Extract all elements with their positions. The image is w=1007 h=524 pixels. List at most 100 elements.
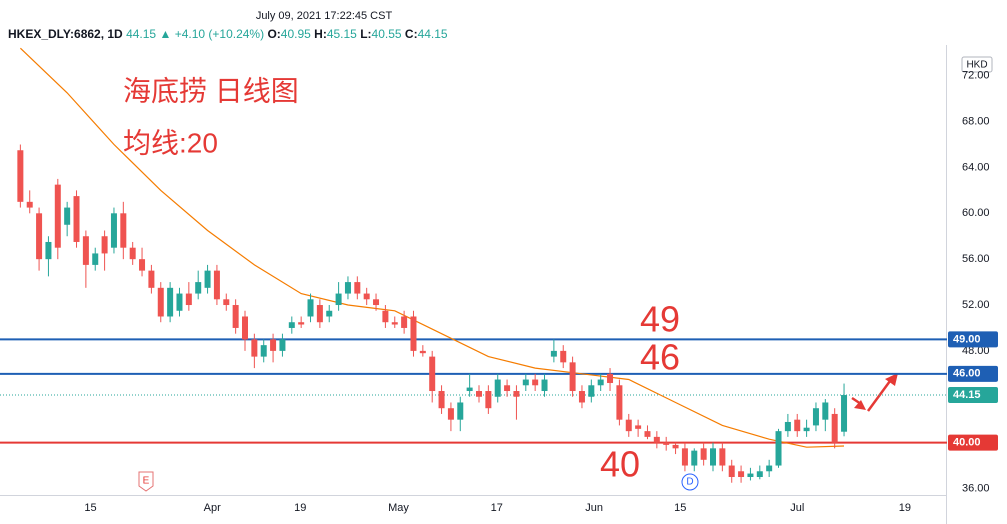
candle-body [578, 391, 585, 403]
candle-body [270, 339, 277, 351]
candle [522, 373, 529, 392]
candle-body [36, 213, 43, 260]
candle [101, 230, 108, 271]
timestamp: July 09, 2021 17:22:45 CST [256, 10, 393, 22]
candle-body [756, 471, 763, 477]
candle-body [700, 448, 707, 460]
candle-body [279, 339, 286, 351]
candle [569, 356, 576, 397]
candle [279, 333, 286, 357]
candle-body [663, 442, 670, 445]
ohlc-value: 40.55 [372, 27, 402, 41]
candle-body [560, 350, 567, 363]
candle [644, 425, 651, 440]
ohlc-value: 45.15 [327, 27, 357, 41]
candle [578, 385, 585, 409]
candle-body [26, 201, 33, 208]
candle-body [485, 391, 492, 409]
candle-body [129, 247, 136, 260]
candle-body [307, 299, 314, 317]
candle-body [822, 402, 829, 420]
candle [326, 305, 333, 323]
ohlc-key: L: [360, 27, 371, 41]
candle-body [457, 402, 464, 420]
candle-body [157, 287, 164, 317]
candle-body [607, 373, 614, 383]
candle [298, 316, 305, 328]
candle [541, 373, 548, 397]
candle-body [476, 391, 482, 397]
candle [316, 299, 323, 328]
candle-body [54, 184, 61, 248]
candle [457, 396, 464, 432]
candle-body [588, 385, 595, 397]
candle-body [429, 356, 436, 392]
candle-body [532, 379, 539, 386]
ohlc-value: 44.15 [418, 27, 448, 41]
x-tick-label: May [388, 502, 409, 514]
candle [429, 350, 436, 403]
arrow-head [854, 400, 866, 410]
ohlc-key: C: [405, 27, 418, 41]
annotation: 49 [640, 299, 680, 340]
candle-body [541, 379, 548, 392]
candle [822, 399, 829, 432]
marker-label: E [143, 476, 150, 487]
candle [36, 207, 43, 271]
candle-body [316, 305, 323, 323]
candle-body [410, 316, 417, 351]
candle [616, 379, 623, 426]
candle [728, 459, 735, 483]
candle [476, 385, 482, 403]
candle-body [625, 419, 632, 432]
candle-body [597, 379, 604, 386]
candle-body [82, 236, 89, 265]
ohlc-value: 40.95 [281, 27, 311, 41]
y-tick-label: 72.00 [962, 70, 990, 82]
candle-body [326, 310, 333, 317]
candle-body [101, 236, 108, 254]
candle [803, 419, 810, 437]
candle [373, 293, 380, 311]
candle [607, 368, 614, 392]
candle-body [298, 322, 305, 325]
legend-line: HKEX_DLY:6862, 1D 44.15 ▲ +4.10 (+10.24%… [8, 27, 448, 41]
candle [232, 299, 239, 334]
x-tick-label: 15 [84, 502, 96, 514]
candle [635, 419, 642, 437]
candle-body [288, 322, 295, 328]
candle-body [401, 316, 408, 328]
y-tick-label: 56.00 [962, 253, 990, 265]
candle-body [672, 444, 679, 449]
candle [550, 339, 557, 363]
candle [288, 316, 295, 334]
candle [176, 287, 183, 317]
y-tick-label: 52.00 [962, 299, 990, 311]
candle [504, 379, 511, 397]
candle [17, 144, 24, 208]
candle [588, 379, 595, 403]
candle [157, 282, 164, 323]
price-tag-label: 44.15 [953, 389, 981, 401]
price-tag-label: 40.00 [953, 437, 981, 449]
candle [653, 431, 660, 449]
arrow-head [885, 373, 898, 386]
candle-body [335, 293, 342, 306]
candle-body [794, 419, 801, 432]
price-tag [948, 434, 998, 451]
candle [213, 264, 220, 306]
candle-body [747, 473, 754, 477]
candle [92, 247, 99, 271]
candle-body [635, 425, 642, 429]
candle [466, 373, 473, 397]
price-tag [948, 387, 998, 404]
candle-body [653, 436, 660, 443]
candle-body [494, 379, 501, 397]
price-tag-label: 46.00 [953, 368, 981, 380]
candle [494, 373, 501, 403]
candle [204, 264, 211, 294]
candle-body [382, 310, 389, 323]
candle [344, 276, 351, 300]
candle [120, 201, 127, 260]
candle-body [139, 259, 146, 271]
